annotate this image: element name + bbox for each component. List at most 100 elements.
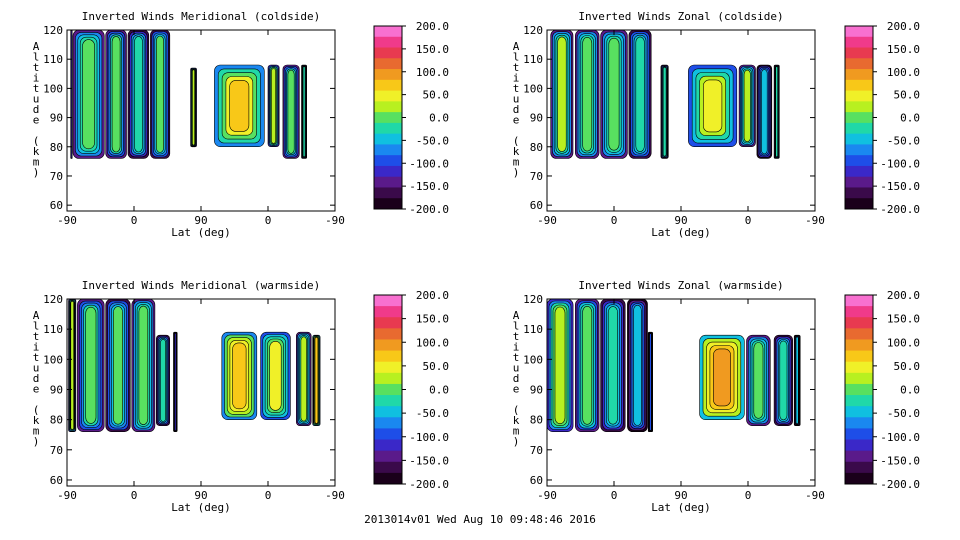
colorbar-tick-label: 50.0 <box>894 360 921 373</box>
colorbar-swatch <box>845 165 873 178</box>
y-tick-label: 60 <box>50 199 63 212</box>
colorbar-swatch <box>845 383 873 396</box>
footer-timestamp: 2013014v01 Wed Aug 10 09:48:46 2016 <box>364 513 596 526</box>
colorbar-tick-label: -200.0 <box>880 478 920 491</box>
y-axis-label-char: e <box>33 383 40 396</box>
y-axis-label-char: m <box>513 425 520 438</box>
colorbar-tick-label: -50.0 <box>887 134 920 147</box>
x-tick-label: -90 <box>537 489 557 502</box>
colorbar-swatch <box>845 339 873 352</box>
y-axis-label-char: t <box>513 330 520 343</box>
chart-title: Inverted Winds Meridional (coldside) <box>82 10 320 23</box>
y-axis-label-char: m <box>33 425 40 438</box>
colorbar-tick-label: 50.0 <box>894 89 921 102</box>
colorbar-swatch <box>845 198 873 210</box>
y-axis-label-char: l <box>513 51 520 64</box>
y-axis-label-char: ) <box>33 166 40 179</box>
y-tick-label: 70 <box>530 444 543 457</box>
y-axis-label-char: A <box>33 309 40 322</box>
colorbar-tick-label: -100.0 <box>880 431 920 444</box>
colorbar-tick-label: 0.0 <box>900 384 920 397</box>
contour-band <box>795 336 799 425</box>
y-axis-label-char: i <box>513 341 520 354</box>
y-tick-label: 90 <box>50 112 63 125</box>
y-tick-label: 110 <box>43 323 63 336</box>
colorbar-swatch <box>845 58 873 70</box>
colorbar-swatch <box>374 26 402 38</box>
contour-band <box>134 36 143 153</box>
colorbar-tick-label: -150.0 <box>880 180 920 193</box>
colorbar-tick-label: 200.0 <box>416 20 449 33</box>
y-tick-label: 120 <box>43 24 63 37</box>
y-axis-label-char: ( <box>513 404 520 417</box>
contour-band <box>229 80 250 132</box>
colorbar-tick-label: 0.0 <box>429 112 449 125</box>
colorbar-swatch <box>374 372 402 385</box>
colorbar-swatch <box>374 36 402 49</box>
y-tick-label: 70 <box>50 444 63 457</box>
colorbar-tick-label: 100.0 <box>887 66 920 79</box>
chart-title: Inverted Winds Meridional (warmside) <box>82 279 320 292</box>
y-tick-label: 80 <box>530 414 543 427</box>
x-tick-label: 90 <box>194 214 207 227</box>
colorbar-swatch <box>374 439 402 452</box>
y-tick-label: 60 <box>530 199 543 212</box>
contour-band <box>713 348 731 407</box>
colorbar-swatch <box>845 317 873 329</box>
colorbar-swatch <box>374 90 402 102</box>
contour-band <box>608 37 620 151</box>
colorbar-swatch <box>845 406 873 418</box>
colorbar-swatch <box>374 306 402 318</box>
colorbar-swatch <box>845 306 873 318</box>
colorbar-swatch <box>374 187 402 199</box>
contour-band <box>557 36 567 152</box>
x-tick-label: -90 <box>57 489 77 502</box>
y-axis-label-char: t <box>33 351 40 364</box>
contour-band <box>635 36 645 152</box>
y-tick-label: 100 <box>43 353 63 366</box>
contour-band <box>138 305 149 425</box>
contour-band <box>271 68 276 144</box>
contour-band <box>160 338 166 422</box>
colorbar-swatch <box>374 155 402 167</box>
colorbar-swatch <box>845 417 873 429</box>
y-tick-label: 60 <box>50 474 63 487</box>
y-axis-label-char: ) <box>513 166 520 179</box>
y-axis-label-char: t <box>33 61 40 74</box>
colorbar-tick-label: 100.0 <box>416 66 449 79</box>
colorbar-swatch <box>845 101 873 113</box>
y-axis-label-char: u <box>513 362 520 375</box>
contour-band <box>269 340 282 411</box>
x-tick-label: 0 <box>131 214 138 227</box>
y-axis-label-char: m <box>513 156 520 169</box>
colorbar-swatch <box>845 295 873 307</box>
y-axis-label-char: k <box>513 414 520 427</box>
colorbar-tick-label: -150.0 <box>409 454 449 467</box>
colorbar-swatch <box>374 176 402 188</box>
colorbar-swatch <box>374 350 402 363</box>
colorbar-swatch <box>845 36 873 49</box>
colorbar-swatch <box>845 187 873 199</box>
colorbar-swatch <box>845 144 873 156</box>
colorbar-tick-label: 150.0 <box>887 43 920 56</box>
y-axis-label-char: k <box>33 414 40 427</box>
colorbar-swatch <box>845 176 873 188</box>
contour-band <box>174 332 177 431</box>
colorbar-swatch <box>374 165 402 178</box>
x-tick-label: -90 <box>537 214 557 227</box>
colorbar-tick-label: 100.0 <box>887 336 920 349</box>
colorbar-swatch <box>374 58 402 70</box>
contour-band <box>113 306 124 425</box>
colorbar-swatch <box>374 472 402 485</box>
y-axis-label-char: l <box>33 51 40 64</box>
colorbar-swatch <box>374 133 402 145</box>
colorbar-swatch <box>374 428 402 441</box>
x-tick-label: 90 <box>674 489 687 502</box>
x-tick-label: 0 <box>131 489 138 502</box>
colorbar-swatch <box>374 450 402 463</box>
x-tick-label: -90 <box>325 214 345 227</box>
contour-band <box>582 36 593 152</box>
colorbar-tick-label: -50.0 <box>416 134 449 147</box>
contour-band <box>753 342 764 419</box>
colorbar-swatch <box>845 461 873 474</box>
